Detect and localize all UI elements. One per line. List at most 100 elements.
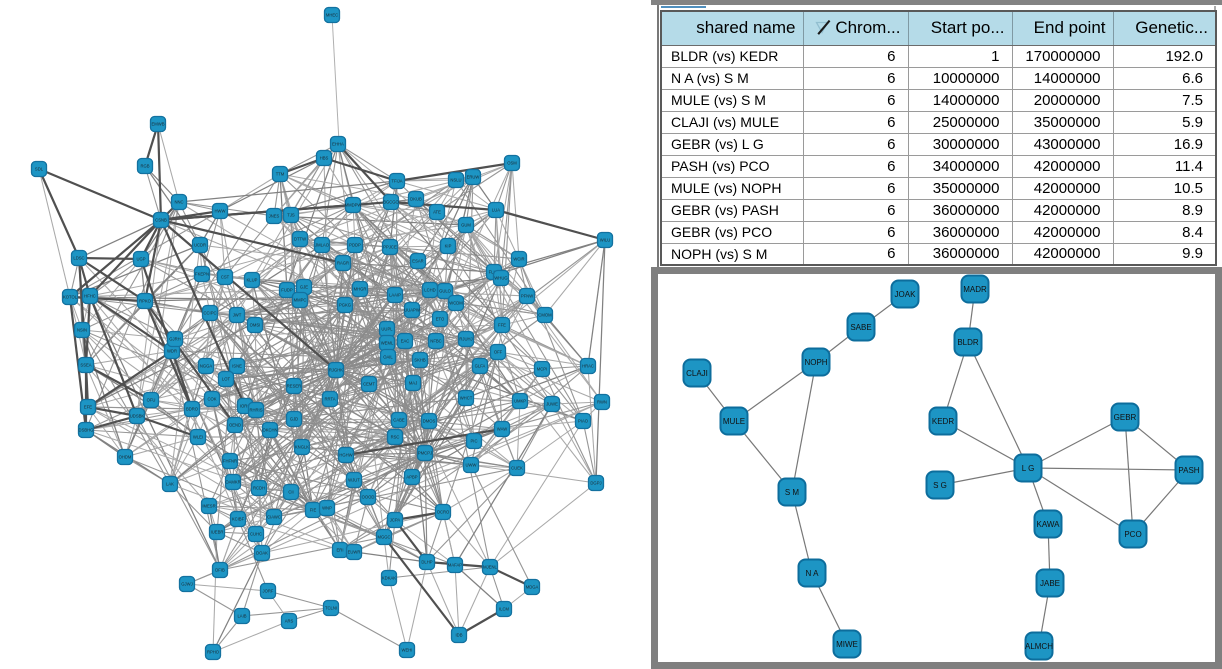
svg-text:FHFNR: FHFNR — [223, 459, 237, 464]
svg-text:MIWE: MIWE — [836, 640, 858, 649]
svg-text:ERUW: ERUW — [467, 175, 480, 180]
svg-text:OAIL: OAIL — [383, 355, 393, 360]
svg-text:SKHB: SKHB — [414, 358, 426, 363]
svg-text:EAC: EAC — [401, 339, 410, 344]
svg-text:RRTA: RRTA — [324, 397, 335, 402]
svg-text:ALMCH: ALMCH — [1025, 642, 1053, 651]
svg-text:RJGHK: RJGHK — [329, 368, 343, 373]
svg-text:BGCGO: BGCGO — [383, 200, 399, 205]
svg-text:GJRH: GJRH — [169, 337, 180, 342]
svg-text:IUEBR: IUEBR — [211, 530, 224, 535]
svg-text:MADR: MADR — [963, 285, 987, 294]
svg-text:ETO: ETO — [436, 317, 445, 322]
svg-text:WNP: WNP — [322, 506, 332, 511]
svg-text:EHHA: EHHA — [332, 142, 344, 147]
svg-text:HRAC: HRAC — [582, 364, 594, 369]
svg-text:DGPJ: DGPJ — [590, 481, 601, 486]
svg-text:DKUB: DKUB — [410, 197, 422, 202]
svg-text:JUWE: JUWE — [546, 402, 558, 407]
svg-text:CUHC: CUHC — [250, 532, 262, 537]
svg-text:ATE: ATE — [433, 210, 441, 215]
svg-text:MAJ: MAJ — [409, 381, 417, 386]
svg-text:GJE: GJE — [300, 285, 308, 290]
svg-text:N A: N A — [806, 569, 820, 578]
svg-text:DOAK: DOAK — [256, 551, 268, 556]
svg-text:IORS: IORS — [240, 404, 250, 409]
svg-text:KOTOL: KOTOL — [63, 295, 78, 300]
svg-text:CLAJI: CLAJI — [686, 369, 708, 378]
svg-text:ERI: ERI — [337, 548, 344, 553]
svg-text:FFE: FFE — [498, 323, 506, 328]
svg-text:GLFA: GLFA — [475, 364, 486, 369]
svg-text:OMSI: OMSI — [250, 323, 261, 328]
svg-text:MHEC: MHEC — [326, 13, 338, 18]
svg-text:WILU: WILU — [600, 238, 610, 243]
svg-text:RPKO: RPKO — [139, 299, 152, 304]
svg-text:SDL: SDL — [35, 167, 44, 172]
svg-text:FKEPN: FKEPN — [195, 272, 209, 277]
svg-text:PIC: PIC — [471, 439, 478, 444]
svg-text:OEND: OEND — [229, 423, 241, 428]
svg-text:KLUP: KLUP — [247, 278, 258, 283]
svg-text:HBS: HBS — [320, 156, 329, 161]
svg-text:LOT: LOT — [222, 377, 231, 382]
svg-text:CCIPC: CCIPC — [203, 311, 216, 316]
svg-text:RPHO: RPHO — [207, 650, 220, 655]
svg-text:RJUHJ: RJUHJ — [459, 337, 472, 342]
svg-text:UUPL: UUPL — [381, 327, 393, 332]
svg-text:SABE: SABE — [850, 323, 871, 332]
svg-text:APBP: APBP — [406, 475, 417, 480]
svg-text:KIP: KIP — [445, 244, 452, 249]
svg-text:COK: COK — [207, 397, 216, 402]
svg-text:WHCT: WHCT — [460, 396, 473, 401]
svg-text:PDDP: PDDP — [349, 243, 361, 248]
svg-text:CII: CII — [288, 490, 293, 495]
svg-text:BLDR: BLDR — [957, 338, 979, 347]
svg-text:MDGA: MDGA — [526, 585, 539, 590]
svg-text:UWW: UWW — [466, 463, 477, 468]
svg-text:WLEI: WLEI — [193, 435, 203, 440]
svg-text:MULE: MULE — [723, 417, 745, 426]
svg-text:WDR: WDR — [167, 349, 177, 354]
svg-text:LAK: LAK — [166, 482, 174, 487]
svg-text:NFBC: NFBC — [430, 339, 441, 344]
svg-text:MHGR: MHGR — [354, 287, 367, 292]
svg-text:WJUT: WJUT — [348, 478, 360, 483]
svg-text:PFNW: PFNW — [521, 294, 533, 299]
svg-text:TCLNI: TCLNI — [325, 606, 337, 611]
svg-text:IDB: IDB — [456, 633, 463, 638]
svg-text:S M: S M — [785, 488, 800, 497]
svg-text:RHRIS: RHRIS — [249, 408, 262, 413]
svg-text:ILCM: ILCM — [499, 607, 510, 612]
svg-text:EMWB: EMWB — [151, 122, 164, 127]
svg-text:DLHP: DLHP — [421, 560, 432, 565]
svg-text:KEDR: KEDR — [932, 417, 954, 426]
svg-text:RCDH: RCDH — [253, 486, 265, 491]
svg-text:GJD: GJD — [290, 417, 298, 422]
svg-text:HWW: HWW — [215, 209, 226, 214]
svg-text:FUDP: FUDP — [281, 288, 293, 293]
svg-text:OHDM: OHDM — [119, 455, 132, 460]
svg-text:RESER: RESER — [287, 384, 301, 389]
svg-text:UUAPW: UUAPW — [404, 308, 420, 313]
svg-text:PCO: PCO — [1124, 530, 1141, 539]
svg-text:LUA: LUA — [492, 208, 500, 213]
svg-text:OKCHN: OKCHN — [262, 428, 277, 433]
svg-text:KCIBF: KCIBF — [232, 517, 245, 522]
svg-text:SSEA: SSEA — [80, 363, 91, 368]
svg-text:JWT: JWT — [233, 313, 242, 318]
svg-text:CST: CST — [221, 275, 230, 280]
svg-text:WCDM: WCDM — [449, 301, 463, 306]
svg-text:DFIB: DFIB — [215, 568, 225, 573]
svg-text:MMDPW: MMDPW — [345, 203, 362, 208]
svg-text:RWN: RWN — [597, 400, 607, 405]
svg-text:UCDR: UCDR — [194, 243, 206, 248]
svg-text:MAFAP: MAFAP — [448, 563, 462, 568]
svg-text:ESAR: ESAR — [412, 259, 423, 264]
svg-text:HGHW: HGHW — [339, 453, 352, 458]
svg-text:WHUG: WHUG — [494, 276, 507, 281]
svg-text:GEBR: GEBR — [1114, 413, 1137, 422]
svg-text:LCHD: LCHD — [424, 288, 435, 293]
svg-text:UDSBK: UDSBK — [130, 414, 145, 419]
svg-text:JNES: JNES — [269, 214, 280, 219]
